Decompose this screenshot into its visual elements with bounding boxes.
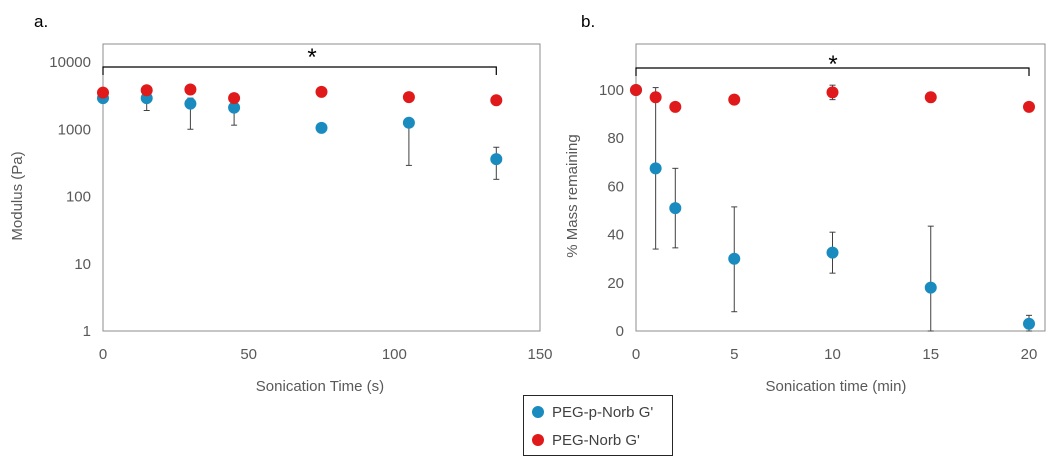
panel-b-ytick-label: 40 — [607, 227, 624, 244]
panel-b-series-peg-norb-point — [1023, 100, 1035, 113]
panel-b-xtick-label: 20 — [1021, 346, 1038, 363]
panel-b-series-peg-norb-point — [669, 100, 682, 113]
panel-b-chart: b. Sonication time (min) % Mass remainin… — [564, 12, 1046, 395]
panel-a-significance-bracket — [102, 66, 497, 75]
panel-a-xlabel: Sonication Time (s) — [256, 378, 384, 395]
panel-a-xtick-label: 150 — [527, 346, 552, 363]
panel-b-series-peg-p-norb-point — [924, 281, 937, 294]
legend-item-peg-norb: PEG-Norb G' — [532, 429, 640, 451]
panel-b-xtick-label: 5 — [730, 346, 738, 363]
panel-a-series-peg-norb-point — [490, 94, 503, 107]
panel-a-series-peg-norb-point — [228, 92, 241, 105]
panel-b-series-peg-p-norb-point — [1023, 317, 1035, 330]
legend: PEG-p-Norb G' PEG-Norb G' — [523, 395, 673, 456]
panel-a-series-peg-p-norb-point — [184, 97, 197, 110]
panel-b-ytick-label: 80 — [607, 130, 624, 147]
legend-marker-peg-norb — [532, 434, 544, 446]
legend-label-peg-p-norb: PEG-p-Norb G' — [552, 403, 654, 421]
panel-a-series-peg-norb-point — [140, 84, 153, 97]
panel-a-ytick-label: 1 — [83, 323, 91, 340]
panel-b-series-peg-norb-point — [649, 91, 662, 104]
panel-a-ytick-label: 100 — [66, 189, 91, 206]
panel-b-series-peg-norb-point — [924, 91, 937, 104]
panel-a-series-peg-p-norb-point — [490, 153, 503, 166]
panel-b-plot-frame — [635, 43, 1046, 332]
panel-a-series-peg-p-norb-point — [228, 101, 241, 114]
panel-a-series-peg-norb-point — [97, 86, 109, 99]
panel-a-ytick-label: 1000 — [58, 121, 91, 138]
panel-b-series-peg-norb-point — [630, 84, 642, 96]
panel-a-ytick-label: 10000 — [49, 54, 91, 71]
panel-a-significance-label: * — [307, 44, 316, 71]
panel-b-ytick-label: 0 — [616, 323, 624, 340]
panel-b-significance-label: * — [828, 51, 837, 78]
panel-b-ytick-label: 60 — [607, 178, 624, 195]
panel-a-series-peg-norb-point — [402, 91, 415, 104]
panel-a-series-peg-norb-point — [184, 83, 197, 96]
panel-b-ylabel: % Mass remaining — [564, 134, 581, 257]
panel-a-series-peg-p-norb-point — [402, 116, 415, 129]
panel-b-xtick-label: 15 — [922, 346, 939, 363]
panel-b-xtick-label: 10 — [824, 346, 841, 363]
panel-b-ytick-label: 100 — [599, 82, 624, 99]
panel-a-ytick-label: 10 — [74, 256, 91, 273]
panel-a-series-peg-norb-point — [315, 85, 328, 98]
panel-b-series-peg-norb — [630, 84, 1035, 113]
legend-item-peg-p-norb: PEG-p-Norb G' — [532, 401, 653, 423]
panel-b-series-peg-norb-point — [728, 93, 741, 106]
panel-a-chart: a. Sonication Time (s) Modulus (Pa) * 1 1… — [9, 12, 553, 395]
panel-b-series-peg-p-norb-point — [649, 162, 662, 175]
panel-b-series-peg-norb-point — [826, 86, 839, 99]
panel-a-label: a. — [34, 12, 48, 31]
panel-b-series-peg-p-norb-point — [728, 252, 741, 265]
panel-a-plot-frame — [102, 43, 541, 332]
panel-b-ytick-label: 20 — [607, 275, 624, 292]
panel-b-label: b. — [581, 12, 595, 31]
panel-a-ylabel: Modulus (Pa) — [9, 151, 26, 240]
panel-a-series-peg-p-norb — [97, 92, 503, 180]
panel-b-series-peg-p-norb — [630, 84, 1035, 332]
panel-b-xlabel: Sonication time (min) — [766, 378, 907, 395]
legend-label-peg-norb: PEG-Norb G' — [552, 431, 640, 449]
panel-a-xtick-label: 0 — [99, 346, 107, 363]
panel-a-xtick-label: 100 — [382, 346, 407, 363]
panel-b-significance-bracket — [635, 67, 1030, 76]
legend-marker-peg-p-norb — [532, 406, 544, 418]
panel-b-xtick-label: 0 — [632, 346, 640, 363]
panel-b-series-peg-p-norb-point — [669, 202, 682, 215]
panel-b-series-peg-p-norb-point — [826, 246, 839, 259]
panel-a-series-peg-norb — [97, 83, 503, 107]
panel-a-series-peg-p-norb-point — [315, 121, 328, 134]
panel-a-xtick-label: 50 — [240, 346, 257, 363]
